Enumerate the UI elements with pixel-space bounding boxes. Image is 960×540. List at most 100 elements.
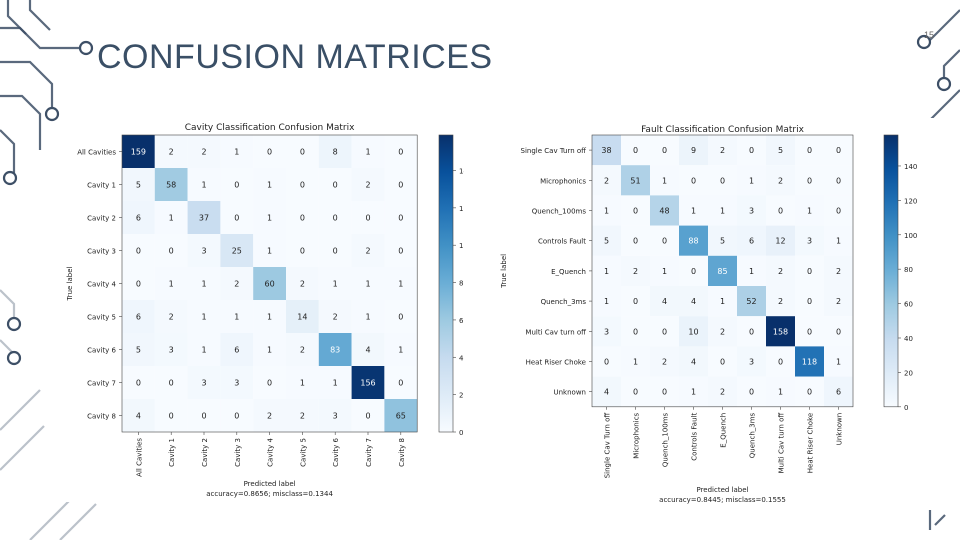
cavity-cell (318, 201, 352, 234)
cavity-cell (154, 168, 188, 201)
cavity-confusion-matrix-panel: Cavity Classification Confusion Matrix 15… (62, 118, 472, 502)
fault-cell-value: 38 (601, 146, 611, 155)
cavity-colorbar-label: 140 (459, 167, 464, 175)
cavity-cell-value: 0 (300, 247, 305, 256)
cavity-cell (154, 234, 188, 267)
circuit-node (2, 170, 18, 186)
cavity-cell-value: 0 (300, 181, 305, 190)
fault-cell (592, 346, 621, 377)
fault-xlabel: Predicted label (696, 486, 748, 494)
cavity-cell-value: 0 (365, 214, 370, 223)
fault-cell-value: 2 (604, 176, 609, 185)
cavity-cell-value: 2 (201, 148, 206, 157)
fault-cell (679, 286, 708, 317)
fault-cell (679, 316, 708, 347)
cavity-cell (187, 300, 221, 333)
fault-cell (621, 195, 650, 226)
fault-cell (766, 135, 795, 166)
fault-xtick-label: Single Cav Turn off (604, 413, 612, 479)
cavity-cell-value: 1 (398, 280, 403, 289)
fault-cell (795, 346, 824, 377)
fault-cell-value: 0 (662, 388, 667, 397)
fault-cell (650, 286, 679, 317)
cavity-cell (318, 399, 352, 432)
fault-cell (824, 135, 853, 166)
cavity-cell (286, 168, 319, 201)
fault-cell (708, 195, 737, 226)
cavity-cell-value: 0 (398, 313, 403, 322)
cavity-cell (286, 399, 319, 432)
fault-cell-value: 4 (691, 358, 696, 367)
cavity-cell-value: 0 (201, 412, 206, 421)
cavity-cell (384, 168, 418, 201)
cavity-colorbar-label: 20 (459, 392, 464, 400)
cavity-ytick-label: Cavity 1 (87, 182, 116, 190)
cavity-cell-value: 6 (234, 346, 239, 355)
circuit-node (916, 34, 932, 50)
fault-xtick-label: Quench_100ms (662, 412, 670, 467)
fault-footer: accuracy=0.8445; misclass=0.1555 (659, 496, 786, 504)
fault-cell (650, 316, 679, 347)
cavity-ytick-label: Cavity 6 (87, 347, 116, 355)
cavity-cell (122, 168, 155, 201)
fault-cell-value: 5 (604, 237, 609, 246)
fault-cell-value: 2 (778, 267, 783, 276)
fault-cell-value: 0 (836, 207, 841, 216)
fault-cell-value: 1 (662, 176, 667, 185)
fault-ytick-label: Heat Riser Choke (526, 359, 586, 367)
cavity-confusion-matrix-chart: Cavity Classification Confusion Matrix15… (66, 123, 472, 498)
cavity-cell-value: 4 (365, 346, 370, 355)
fault-cell-value: 118 (802, 358, 817, 367)
cavity-xtick-label: Cavity 1 (168, 438, 176, 467)
fault-cell-value: 0 (691, 267, 696, 276)
cavity-cell-value: 1 (267, 313, 272, 322)
cavity-cell-value: 2 (267, 412, 272, 421)
fault-cell (621, 165, 650, 196)
cavity-cell (286, 333, 319, 366)
fault-cell (621, 346, 650, 377)
fault-cell (679, 135, 708, 166)
fault-cell-value: 9 (691, 146, 696, 155)
circuit-line (6, 0, 27, 35)
cavity-cell (220, 135, 254, 168)
cavity-cell (154, 366, 188, 399)
fault-cell-value: 2 (836, 297, 841, 306)
fault-colorbar (883, 134, 899, 408)
cavity-cell (220, 366, 254, 399)
fault-cell (824, 255, 853, 286)
cavity-cell-value: 1 (234, 148, 239, 157)
cavity-cell (220, 267, 254, 300)
cavity-cell (351, 366, 385, 399)
cavity-cell (154, 135, 188, 168)
fault-cell (824, 195, 853, 226)
fault-cell (737, 316, 766, 347)
cavity-cell (187, 399, 221, 432)
fault-cell-value: 1 (807, 207, 812, 216)
cavity-cell (154, 333, 188, 366)
cavity-cell (220, 300, 254, 333)
cavity-cell (384, 135, 418, 168)
fault-cell-value: 0 (807, 176, 812, 185)
circuit-line (28, 0, 51, 31)
fault-cell-value: 0 (836, 146, 841, 155)
fault-cell-value: 2 (720, 388, 725, 397)
fault-colorbar-label: 80 (904, 266, 913, 274)
cavity-cell-value: 0 (333, 181, 338, 190)
fault-colorbar-label: 40 (904, 335, 913, 343)
fault-ytick-label: Single Cav Turn off (521, 147, 587, 155)
fault-cell (737, 376, 766, 407)
cavity-cell (286, 234, 319, 267)
fault-cell (621, 316, 650, 347)
cavity-cell-value: 1 (201, 313, 206, 322)
cavity-ytick-label: Cavity 5 (87, 314, 116, 322)
fault-cell (737, 286, 766, 317)
cavity-cell (122, 135, 155, 168)
cavity-cell-value: 0 (398, 214, 403, 223)
cavity-cell (122, 267, 155, 300)
circuit-node (6, 316, 22, 332)
fault-cell-value: 0 (720, 176, 725, 185)
fault-cell-value: 2 (720, 146, 725, 155)
cavity-cell-value: 3 (201, 379, 206, 388)
fault-cell (592, 255, 621, 286)
fault-cell-value: 3 (807, 237, 812, 246)
